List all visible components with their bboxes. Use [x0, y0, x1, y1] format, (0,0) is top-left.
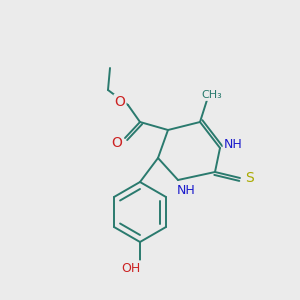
- Text: NH: NH: [177, 184, 195, 196]
- Text: NH: NH: [224, 139, 242, 152]
- Text: S: S: [244, 171, 253, 185]
- Text: CH₃: CH₃: [202, 90, 222, 100]
- Text: OH: OH: [122, 262, 141, 275]
- Text: O: O: [115, 95, 125, 109]
- Text: O: O: [112, 136, 122, 150]
